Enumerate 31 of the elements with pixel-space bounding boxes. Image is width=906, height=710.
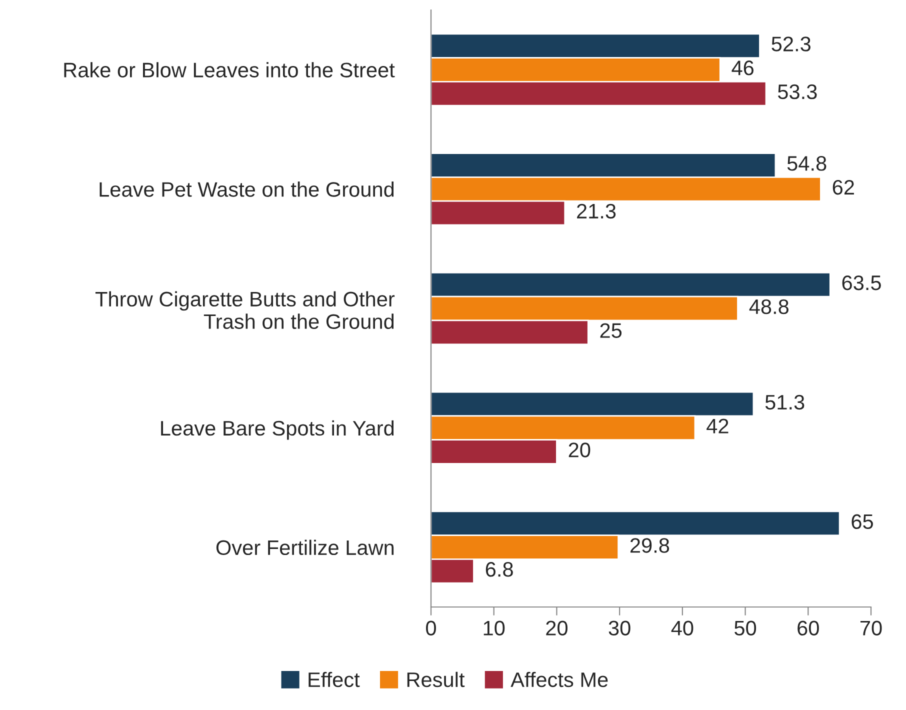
x-tick-label: 50 <box>734 620 756 636</box>
legend-label: Affects Me <box>510 672 608 688</box>
data-label: 25 <box>600 323 622 338</box>
x-tick-label: 60 <box>798 620 819 636</box>
y-tick-label: Throw Cigarette Butts and Other Trash on the Ground <box>95 291 395 329</box>
x-tick-label: 70 <box>860 620 882 636</box>
x-tick-label: 10 <box>484 620 505 636</box>
data-label: 62 <box>832 180 854 195</box>
data-label: 65 <box>852 514 873 530</box>
data-label: 29.8 <box>630 538 670 553</box>
y-tick-label: Leave Pet Waste on the Ground <box>100 182 394 197</box>
legend-label: Effect <box>308 672 360 688</box>
data-label: 52.3 <box>772 36 810 52</box>
x-tick-label: 40 <box>671 620 694 636</box>
data-label: 63.5 <box>842 275 881 290</box>
y-tick-label: Rake or Blow Leaves into the Street <box>64 62 395 78</box>
x-tick-label: 20 <box>546 620 568 636</box>
data-label: 53.3 <box>778 84 817 100</box>
data-label: 54.8 <box>787 156 826 171</box>
data-label: 48.8 <box>749 299 788 314</box>
y-tick-label: Leave Bare Spots in Yard <box>161 420 394 440</box>
data-label: 51.3 <box>765 394 804 410</box>
legend-label: Result <box>407 672 465 688</box>
data-label: 42 <box>706 418 728 434</box>
data-label: 46 <box>732 60 754 76</box>
x-tick-label: 30 <box>608 620 630 636</box>
data-label: 21.3 <box>577 204 616 219</box>
y-tick-label: Over Fertilize Lawn <box>216 540 394 556</box>
data-label: 20 <box>568 442 590 458</box>
data-label: 6.8 <box>486 562 513 577</box>
x-tick-label: 0 <box>426 620 436 636</box>
